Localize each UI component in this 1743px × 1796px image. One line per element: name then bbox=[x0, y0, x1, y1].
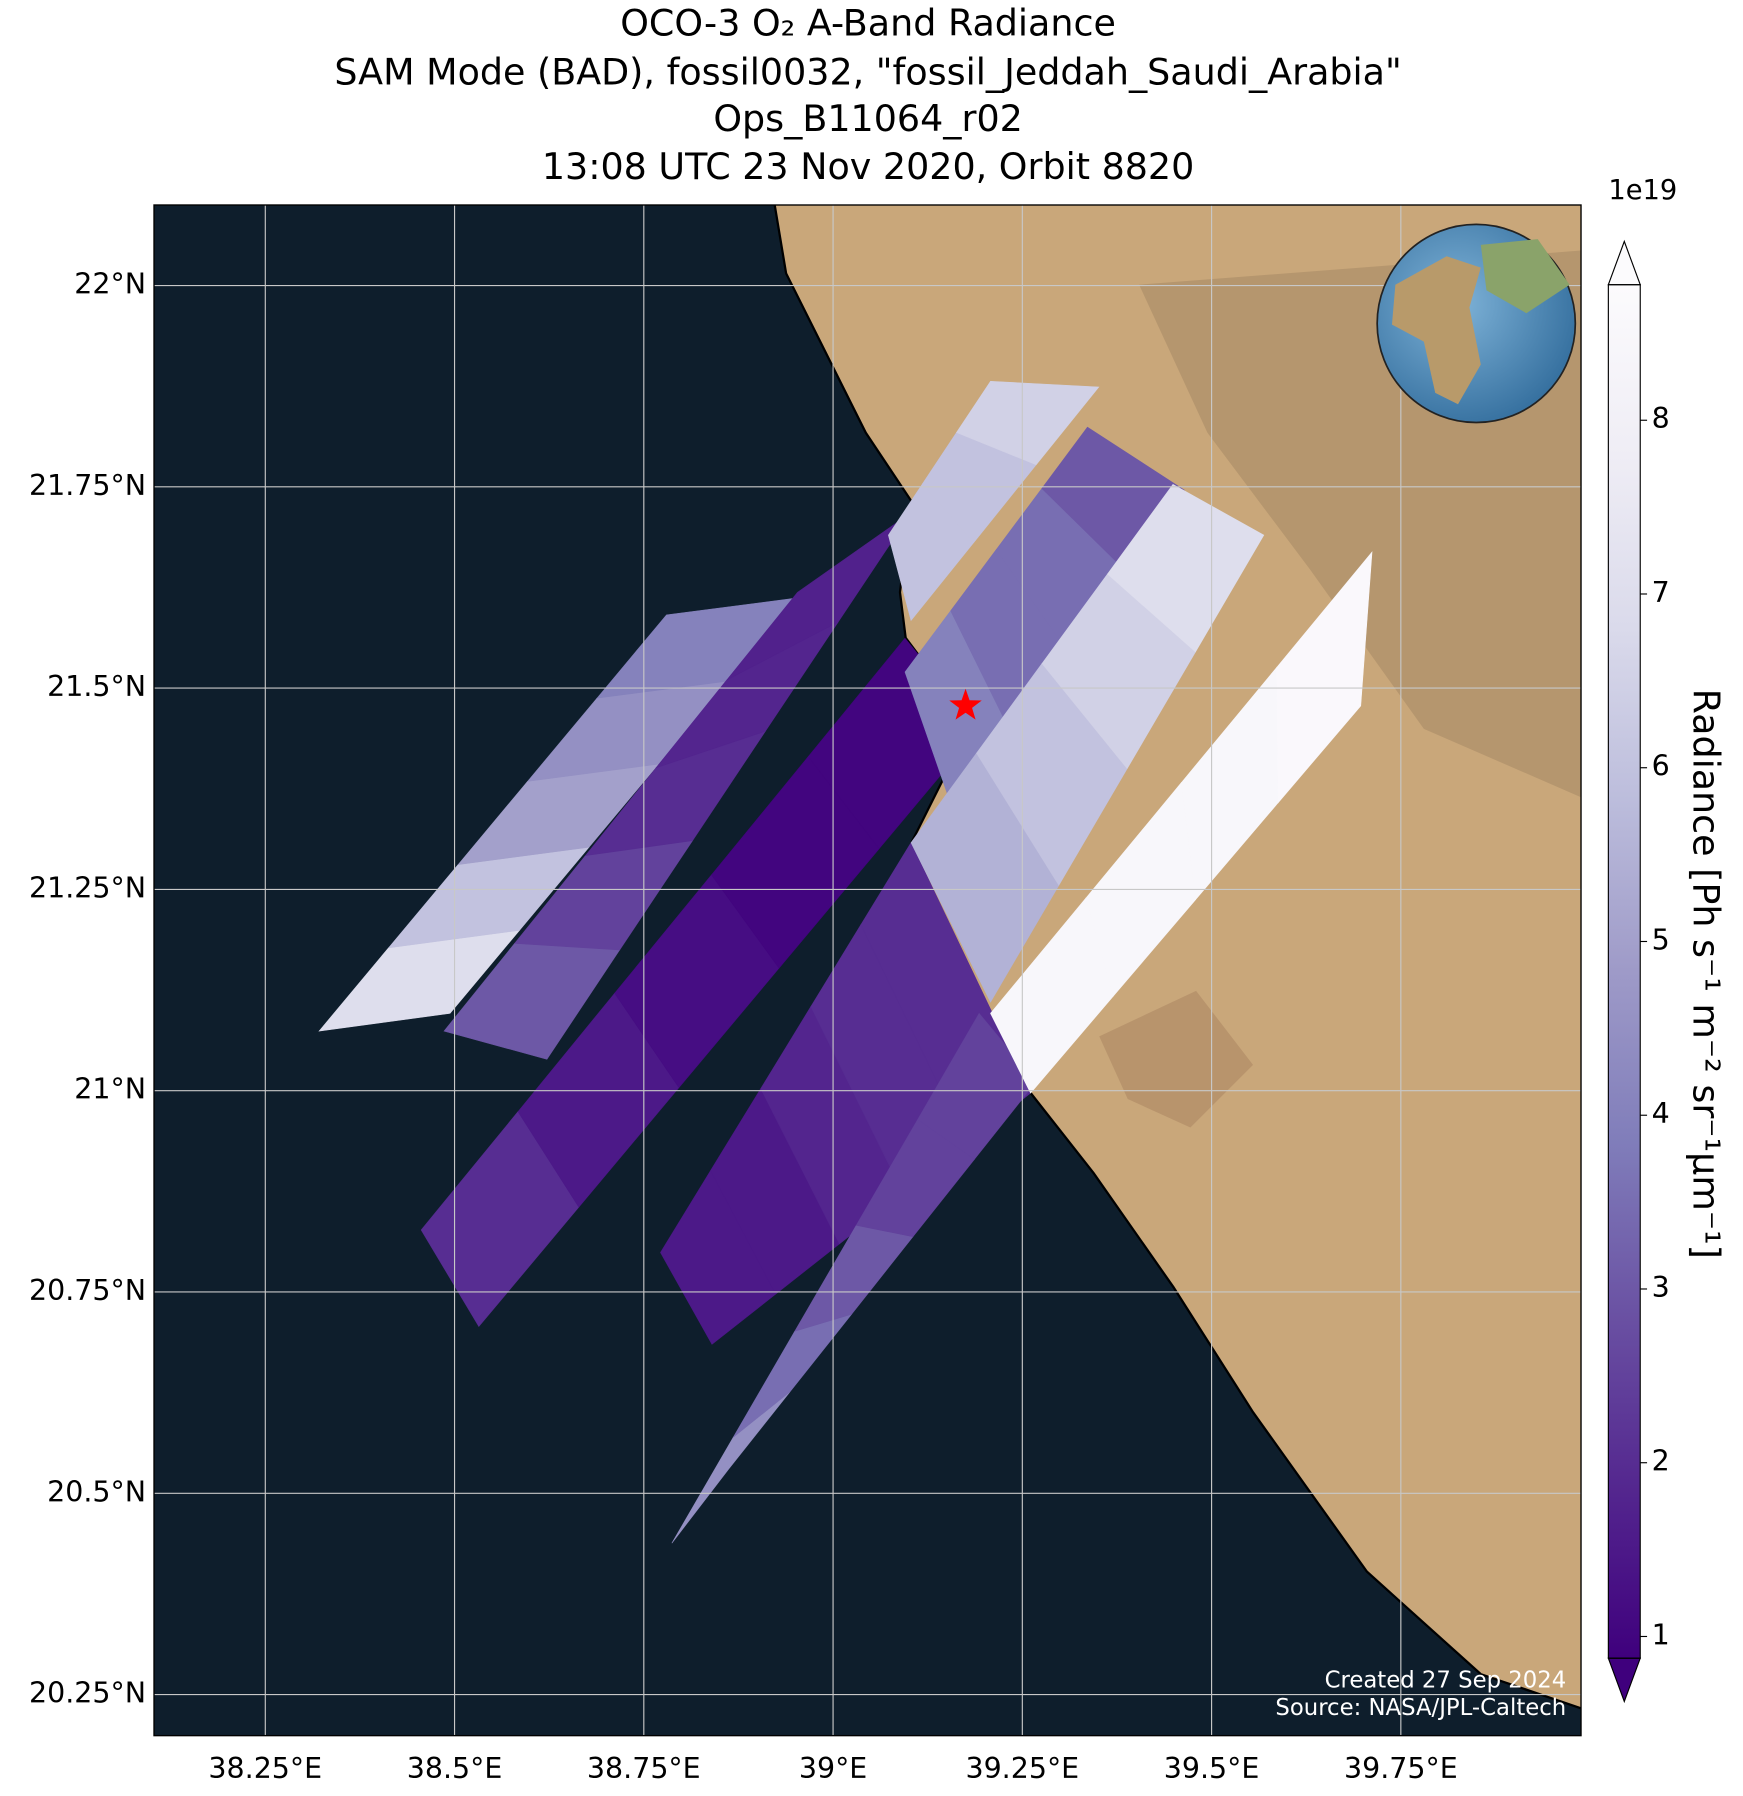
x-tick-label: 38.25°E bbox=[208, 1752, 322, 1785]
credit: Created 27 Sep 2024 bbox=[1325, 1667, 1567, 1693]
colorbar-label: Radiance [Ph s⁻¹ m⁻² sr⁻¹μm⁻¹] bbox=[1685, 689, 1728, 1259]
colorbar-extend-min bbox=[1607, 1657, 1642, 1704]
colorbar-tick-label: 5 bbox=[1652, 923, 1670, 956]
title-line: Ops_B11064_r02 bbox=[713, 97, 1022, 140]
y-tick-label: 21.25°N bbox=[29, 871, 146, 904]
x-tick-label: 39.25°E bbox=[965, 1752, 1079, 1785]
y-tick-label: 21.75°N bbox=[29, 469, 146, 502]
x-tick-label: 39.75°E bbox=[1344, 1752, 1458, 1785]
credit: Source: NASA/JPL-Caltech bbox=[1275, 1695, 1566, 1721]
axes: 38.25°E 38.5°E 38.75°E 39°E 39.25°E 39.5°E 39.… bbox=[29, 268, 1458, 1785]
inset-continent bbox=[1480, 239, 1570, 314]
y-tick-label: 20.25°N bbox=[29, 1677, 146, 1710]
swath-cell bbox=[956, 381, 1100, 466]
terrain bbox=[1099, 990, 1254, 1128]
colorbar-extend-max bbox=[1607, 239, 1642, 286]
y-tick-label: 21.5°N bbox=[47, 670, 146, 703]
swath-cell bbox=[1107, 483, 1265, 653]
colorbar-tick-label: 6 bbox=[1652, 750, 1670, 783]
map-frame bbox=[153, 204, 1582, 1737]
colorbar-tick-label: 3 bbox=[1652, 1271, 1670, 1304]
x-tick-label: 39°E bbox=[799, 1752, 867, 1785]
map: Created 27 Sep 2024 Source: NASA/JPL-Cal… bbox=[154, 204, 1582, 1736]
swath-cell bbox=[1276, 551, 1373, 804]
title-line: OCO-3 O₂ A-Band Radiance bbox=[620, 2, 1116, 45]
y-tick-label: 20.75°N bbox=[29, 1274, 146, 1307]
site-marker bbox=[949, 688, 982, 720]
swaths bbox=[318, 381, 1373, 1544]
colorbar-tick-label: 7 bbox=[1652, 576, 1670, 609]
x-tick-label: 39.5°E bbox=[1164, 1752, 1260, 1785]
overlay bbox=[949, 688, 982, 720]
colorbar-tick-label: 2 bbox=[1652, 1445, 1670, 1478]
x-tick-label: 38.75°E bbox=[587, 1752, 701, 1785]
x-tick-label: 38.5°E bbox=[407, 1752, 503, 1785]
colorbar: 1 2 3 4 5 6 7 8 bbox=[1607, 239, 1670, 1704]
inset-continent bbox=[1391, 256, 1481, 405]
colorbar-offset: 1e19 bbox=[1608, 175, 1677, 206]
grid bbox=[154, 204, 1582, 1736]
colorbar-tick-label: 4 bbox=[1652, 1097, 1670, 1130]
colorbar-tick-label: 1 bbox=[1652, 1618, 1670, 1651]
y-tick-label: 21°N bbox=[74, 1073, 146, 1106]
title-line: 13:08 UTC 23 Nov 2020, Orbit 8820 bbox=[542, 145, 1194, 188]
title-line: SAM Mode (BAD), fossil0032, "fossil_Jedd… bbox=[334, 51, 1401, 94]
colorbar-tick-label: 8 bbox=[1652, 402, 1670, 435]
colorbar-frame bbox=[1607, 284, 1641, 1659]
colorbar-body bbox=[1608, 284, 1641, 1659]
y-tick-label: 20.5°N bbox=[47, 1475, 146, 1508]
y-tick-label: 22°N bbox=[74, 268, 146, 301]
